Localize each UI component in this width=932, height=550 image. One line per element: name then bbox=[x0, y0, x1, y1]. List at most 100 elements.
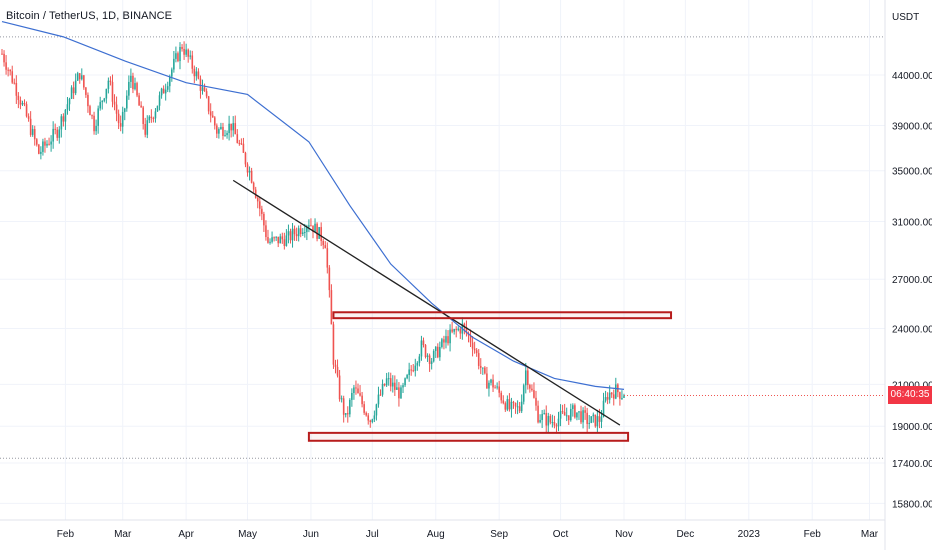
candle-body bbox=[426, 355, 429, 357]
candle-body bbox=[371, 419, 374, 423]
candle-body bbox=[283, 239, 286, 246]
candle-body bbox=[463, 323, 466, 328]
time-tick-label: Sep bbox=[490, 529, 508, 540]
candle-body bbox=[64, 109, 67, 122]
candle-body bbox=[582, 410, 584, 423]
candle-body bbox=[535, 397, 537, 406]
candle-body bbox=[588, 422, 591, 424]
candle-body bbox=[293, 228, 296, 235]
candle-body bbox=[383, 383, 386, 386]
candle-body bbox=[46, 143, 48, 146]
candle-body bbox=[336, 366, 339, 376]
candle-body bbox=[250, 170, 253, 183]
candle-body bbox=[275, 236, 277, 238]
candle-body bbox=[527, 370, 529, 386]
price-tick-label: 35000.00 bbox=[892, 167, 932, 178]
candle-body bbox=[48, 143, 50, 145]
candle-body bbox=[610, 392, 613, 395]
candle-body bbox=[70, 87, 73, 99]
candle-body bbox=[240, 143, 243, 145]
candle-body bbox=[287, 231, 290, 236]
candle-body bbox=[612, 394, 615, 399]
candle-body bbox=[289, 231, 292, 241]
candle-body bbox=[342, 398, 345, 415]
candle-body bbox=[367, 415, 370, 421]
candle-body bbox=[9, 69, 11, 72]
candle-body bbox=[404, 378, 406, 386]
candle-body bbox=[414, 365, 417, 371]
candle-body bbox=[549, 416, 552, 423]
time-tick-label: Aug bbox=[427, 529, 445, 540]
candle-body bbox=[38, 144, 40, 154]
candle-body bbox=[506, 399, 509, 410]
candle-body bbox=[134, 83, 136, 90]
candle-body bbox=[394, 382, 396, 390]
candle-body bbox=[385, 378, 388, 386]
candle-body bbox=[267, 237, 269, 243]
candle-body bbox=[391, 382, 394, 387]
candle-body bbox=[533, 390, 535, 398]
candle-body bbox=[142, 107, 144, 125]
candle-body bbox=[520, 401, 523, 412]
price-axis[interactable]: 44000.00 39000.00 35000.00 31000.00 27000.00… bbox=[892, 71, 932, 510]
candle-body bbox=[551, 422, 554, 424]
time-axis[interactable]: Feb Mar Apr May Jun Jul Aug Sep Oct Nov Dec 2023 Feb… bbox=[57, 529, 879, 540]
candle-body bbox=[101, 100, 104, 103]
price-tick-label: 19000.00 bbox=[892, 422, 932, 433]
grid bbox=[0, 0, 885, 520]
countdown-text: 06:40:35 bbox=[890, 389, 930, 401]
candle-body bbox=[201, 87, 204, 91]
symbol-title[interactable]: Bitcoin / TetherUS, 1D, BINANCE bbox=[6, 10, 173, 22]
candle-body bbox=[146, 120, 149, 135]
support-resistance-zone[interactable] bbox=[332, 311, 673, 320]
price-tick-label: 17400.00 bbox=[892, 459, 932, 470]
candle-body bbox=[99, 102, 102, 109]
candle-body bbox=[60, 116, 63, 130]
candle-body bbox=[29, 118, 32, 135]
candle-body bbox=[537, 405, 539, 423]
candle-body bbox=[443, 339, 445, 343]
candle-body bbox=[236, 134, 239, 143]
candle-body bbox=[324, 245, 327, 249]
candle-body bbox=[482, 367, 484, 369]
candle-body bbox=[508, 399, 511, 410]
price-tick-label: 44000.00 bbox=[892, 71, 932, 82]
candle-body bbox=[326, 248, 329, 268]
candle-body bbox=[363, 404, 365, 413]
candle-body bbox=[359, 393, 361, 396]
candle-body bbox=[224, 135, 226, 137]
trendline[interactable] bbox=[232, 179, 621, 426]
candle-body bbox=[5, 62, 7, 70]
candle-body bbox=[130, 75, 132, 82]
candle-body bbox=[299, 228, 302, 235]
candle-body bbox=[232, 123, 234, 131]
candle-body bbox=[222, 126, 224, 136]
candle-body bbox=[93, 115, 95, 132]
candle-body bbox=[183, 48, 185, 55]
candle-body bbox=[128, 81, 130, 96]
candle-body bbox=[316, 223, 318, 239]
candle-body bbox=[592, 414, 595, 417]
candle-body bbox=[68, 98, 71, 105]
candle-body bbox=[475, 350, 478, 354]
time-tick-label: Nov bbox=[615, 529, 633, 540]
support-resistance-zone[interactable] bbox=[307, 431, 630, 442]
candle-body bbox=[310, 225, 312, 227]
candle-body bbox=[619, 392, 621, 399]
candle-body bbox=[205, 91, 208, 97]
candle-body bbox=[477, 353, 480, 366]
candle-body bbox=[261, 208, 263, 214]
candle-body bbox=[373, 415, 376, 420]
time-tick-label: Feb bbox=[804, 529, 822, 540]
candle-body bbox=[179, 47, 181, 62]
candle-body bbox=[410, 369, 412, 371]
candle-body bbox=[281, 236, 284, 240]
candle-body bbox=[220, 126, 222, 130]
candle-body bbox=[449, 329, 451, 344]
candle-body bbox=[559, 411, 562, 419]
time-tick-label: Jul bbox=[366, 529, 379, 540]
candle-body bbox=[512, 401, 515, 403]
candle-body bbox=[246, 164, 249, 173]
candle-body bbox=[209, 111, 212, 116]
